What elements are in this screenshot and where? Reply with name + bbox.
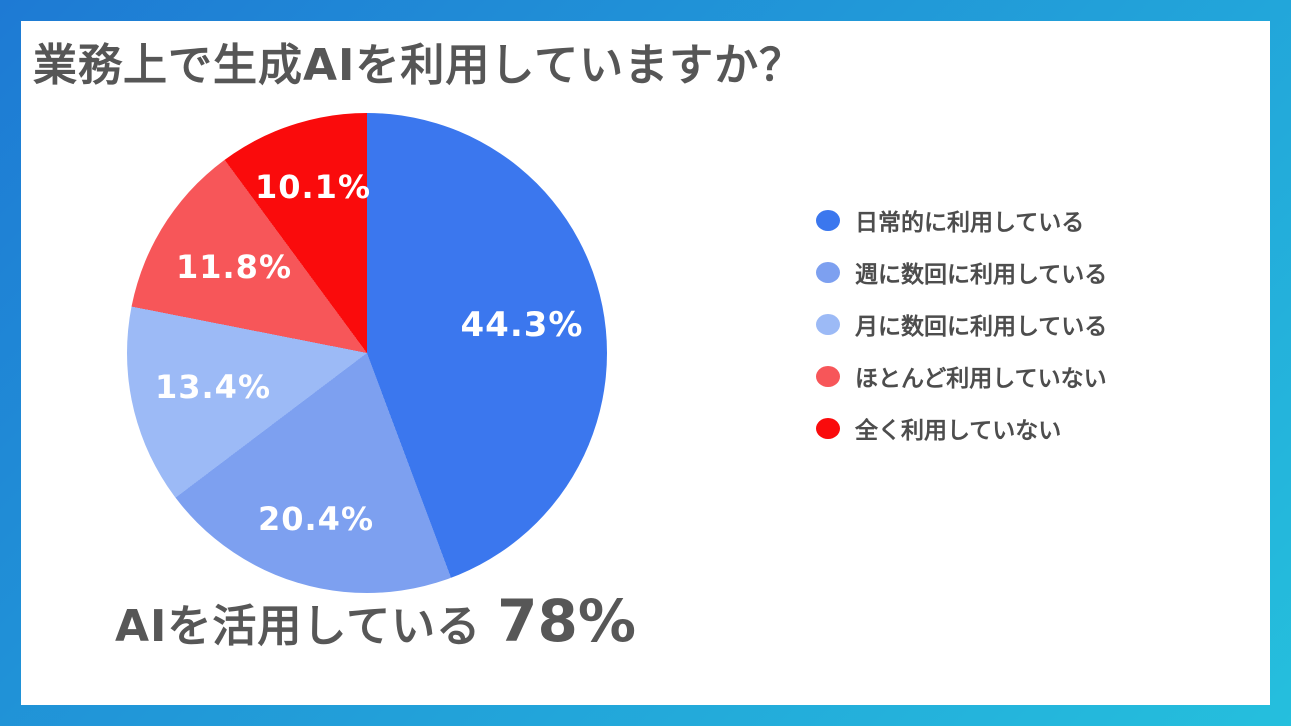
legend-item: 日常的に利用している — [816, 207, 1107, 236]
slide-content: 業務上で生成AIを利用していますか？ 44.3% 20.4% 13.4% 11.… — [21, 21, 1270, 705]
legend-label: 日常的に利用している — [855, 210, 1085, 236]
legend-swatch — [816, 261, 840, 283]
legend-label: ほとんど利用していない — [855, 366, 1107, 392]
legend-swatch — [816, 209, 840, 231]
summary-caption: AIを活用している 78% — [115, 587, 636, 655]
legend-swatch — [816, 365, 840, 387]
chart-legend: 日常的に利用している 週に数回に利用している 月に数回に利用している ほとんど利… — [816, 207, 1107, 444]
legend-label: 月に数回に利用している — [855, 314, 1108, 340]
pie-slice-label-never: 10.1% — [254, 168, 372, 206]
legend-label: 全く利用していない — [855, 418, 1062, 444]
summary-caption-value: 78% — [497, 587, 636, 655]
legend-swatch — [816, 313, 840, 335]
page-title: 業務上で生成AIを利用していますか？ — [33, 40, 805, 91]
legend-label: 週に数回に利用している — [855, 262, 1108, 288]
pie-slice-label-rarely: 11.8% — [175, 248, 293, 286]
legend-swatch — [816, 417, 840, 439]
legend-item: 月に数回に利用している — [816, 311, 1107, 340]
summary-caption-text: AIを活用している — [115, 601, 482, 652]
legend-item: ほとんど利用していない — [816, 363, 1107, 392]
legend-item: 全く利用していない — [816, 415, 1107, 444]
pie-slice-label-weekly: 20.4% — [257, 500, 375, 538]
pie-slice-label-monthly: 13.4% — [154, 368, 272, 406]
pie-slice-label-daily: 44.3% — [460, 305, 584, 345]
pie-chart — [127, 113, 607, 593]
legend-item: 週に数回に利用している — [816, 259, 1107, 288]
